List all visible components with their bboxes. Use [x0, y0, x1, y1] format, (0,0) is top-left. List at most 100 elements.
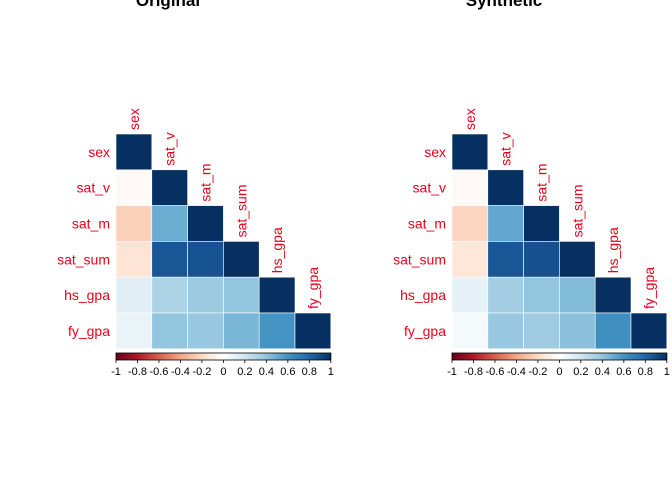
- colorbar-segment: [263, 353, 265, 360]
- colorbar-segment: [312, 353, 315, 360]
- colorbar-tick-label: 0.2: [237, 366, 252, 378]
- colorbar-segment: [496, 353, 498, 360]
- colorbar-segment: [307, 353, 309, 360]
- colorbar-segment: [120, 353, 122, 360]
- colorbar-segment: [537, 353, 540, 360]
- colorbar-segment: [633, 353, 635, 360]
- colorbar-segment: [517, 353, 519, 360]
- colorbar-segment: [643, 353, 645, 360]
- colorbar-segment: [587, 353, 589, 360]
- colorbar-segment: [220, 353, 222, 360]
- colorbar-segment: [164, 353, 166, 360]
- colorbar-segment: [233, 353, 235, 360]
- colorbar-segment: [199, 353, 202, 360]
- colorbar-segment: [285, 353, 288, 360]
- colorbar-segment: [216, 353, 219, 360]
- colorbar-segment: [309, 353, 311, 360]
- colorbar-segment: [627, 353, 629, 360]
- colorbar-segment: [663, 353, 666, 360]
- colorbar-segment: [571, 353, 573, 360]
- colorbar-segment: [639, 353, 642, 360]
- colorbar-segment: [612, 353, 614, 360]
- colorbar-segment: [494, 353, 497, 360]
- cell-hs_gpa-hs_gpa: [258, 276, 296, 314]
- colorbar-segment: [264, 353, 266, 360]
- cell-sat_v-sex: [115, 169, 153, 206]
- colorbar-segment: [527, 353, 529, 360]
- colorbar-segment: [635, 353, 638, 360]
- row-label-sat_v: sat_v: [413, 180, 446, 196]
- colorbar-segment: [152, 353, 154, 360]
- colorbar-segment: [172, 353, 175, 360]
- colorbar-segment: [650, 353, 653, 360]
- colorbar-segment: [532, 353, 535, 360]
- colorbar-segment: [647, 353, 649, 360]
- colorbar-segment: [180, 353, 182, 360]
- colorbar-segment: [243, 353, 246, 360]
- cell-group: [115, 133, 332, 350]
- colorbar-segment: [648, 353, 651, 360]
- colorbar-tick-label: -0.2: [528, 366, 547, 378]
- colorbar-segment: [533, 353, 536, 360]
- colorbar-segment: [273, 353, 276, 360]
- colorbar-segment: [542, 353, 544, 360]
- colorbar-segment: [215, 353, 218, 360]
- colorbar-segment: [556, 353, 558, 360]
- colorbar-segment: [202, 353, 205, 360]
- colorbar-segment: [160, 353, 162, 360]
- colorbar-segment: [201, 353, 204, 360]
- colorbar-tick-label: -1: [111, 366, 121, 378]
- colorbar-segment: [521, 353, 524, 360]
- row-label-sat_m: sat_m: [72, 216, 110, 232]
- colorbar-segment: [265, 353, 267, 360]
- row-label-sex: sex: [88, 144, 110, 160]
- colorbar-segment: [634, 353, 637, 360]
- colorbar-segment: [493, 353, 496, 360]
- colorbar-segment: [255, 353, 258, 360]
- colorbar-segment: [171, 353, 174, 360]
- colorbar-segment: [641, 353, 643, 360]
- colorbar-segment: [580, 353, 583, 360]
- colorbar-tick-label: 0: [220, 366, 226, 378]
- colorbar-segment: [463, 353, 466, 360]
- colorbar-segment: [137, 353, 139, 360]
- colorbar-segment: [297, 353, 299, 360]
- colorbar-segment: [168, 353, 171, 360]
- colorbar-segment: [200, 353, 203, 360]
- colorbar-segment: [248, 353, 250, 360]
- colorbar-segment: [298, 353, 301, 360]
- colorbar-segment: [257, 353, 260, 360]
- colorbar-segment: [270, 353, 273, 360]
- colorbar-tick-label: 0.8: [638, 366, 653, 378]
- colorbar-segment: [190, 353, 192, 360]
- colorbar-segment: [538, 353, 541, 360]
- colorbar-segment: [636, 353, 639, 360]
- colorbar-segment: [620, 353, 623, 360]
- colorbar-segment: [603, 353, 605, 360]
- colorbar: -1 -0.8 -0.6 -0.4 -0.2 0 0.2 0.4 0.6 0.8 1: [447, 352, 670, 378]
- column-label-sat_v: sat_v: [162, 132, 178, 165]
- colorbar-segment: [318, 353, 321, 360]
- colorbar-segment: [258, 353, 261, 360]
- colorbar-segment: [310, 353, 312, 360]
- colorbar-segment: [501, 353, 503, 360]
- panel-title: Synthetic: [466, 0, 543, 10]
- colorbar-segment: [472, 353, 474, 360]
- colorbar-segment: [122, 353, 124, 360]
- colorbar-segment: [604, 353, 606, 360]
- colorbar-segment: [497, 353, 499, 360]
- colorbar-segment: [585, 353, 587, 360]
- colorbar-segment: [195, 353, 197, 360]
- colorbar-segment: [515, 353, 517, 360]
- colorbar-segment: [320, 353, 322, 360]
- colorbar-segment: [308, 353, 310, 360]
- colorbar-segment: [572, 353, 574, 360]
- colorbar-segment: [121, 353, 123, 360]
- colorbar-segment: [162, 353, 164, 360]
- colorbar-segment: [141, 353, 144, 360]
- cell-sat_sum-sat_m: [187, 241, 224, 278]
- row-label-sat_sum: sat_sum: [393, 251, 446, 267]
- colorbar-segment: [652, 353, 655, 360]
- colorbar-segment: [592, 353, 595, 360]
